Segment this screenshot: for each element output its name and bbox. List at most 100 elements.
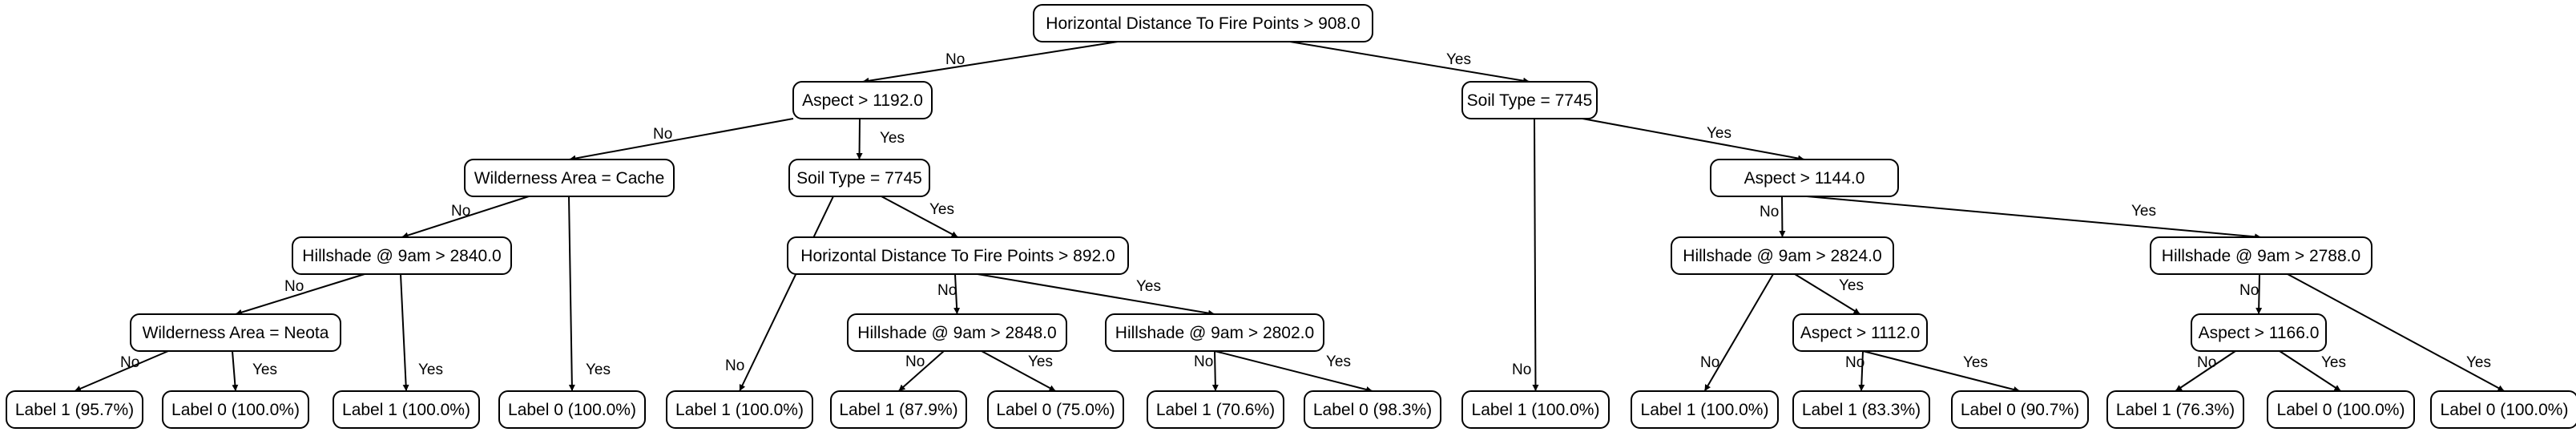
node-label: Aspect > 1112.0	[1800, 324, 1920, 342]
node-box	[1792, 313, 1928, 352]
node-label: Label 0 (100.0%)	[2277, 401, 2405, 419]
edge-label-yes: Yes	[2321, 354, 2346, 371]
node-label: Wilderness Area = Neota	[143, 324, 329, 342]
leaf-node-l10: Label 1 (100.0%)	[1461, 390, 1610, 429]
node-label: Hillshade @ 9am > 2840.0	[302, 247, 501, 265]
node-box	[666, 390, 813, 429]
edge-n7-n11	[953, 273, 961, 315]
node-label: Label 1 (95.7%)	[15, 401, 134, 419]
decision-node-n8: Hillshade @ 9am > 2824.0	[1671, 236, 1894, 275]
node-box	[987, 390, 1124, 429]
leaf-node-l9: Label 0 (98.3%)	[1304, 390, 1441, 429]
decision-node-n11: Hillshade @ 9am > 2848.0	[847, 313, 1067, 352]
node-label: Label 0 (100.0%)	[2441, 401, 2569, 419]
node-label: Label 0 (75.0%)	[996, 401, 1115, 419]
node-box	[830, 390, 967, 429]
edge-label-no: No	[905, 353, 925, 370]
edge-n11-l6	[897, 350, 945, 392]
edge-label-no: No	[1845, 354, 1864, 371]
edge-label-yes: Yes	[418, 361, 443, 378]
leaf-node-l7: Label 0 (75.0%)	[987, 390, 1124, 429]
edge-n7-n12	[977, 273, 1215, 317]
node-box	[1461, 390, 1610, 429]
leaf-node-l16: Label 0 (100.0%)	[2430, 390, 2576, 429]
node-box	[1461, 81, 1598, 119]
edge-label-no: No	[653, 126, 672, 143]
node-box	[1710, 159, 1899, 197]
edge-label-yes: Yes	[2131, 203, 2156, 220]
edge-n13-l13	[1862, 350, 2021, 393]
node-box	[2150, 236, 2372, 275]
node-label: Label 0 (98.3%)	[1313, 401, 1432, 419]
node-box	[2267, 390, 2415, 429]
edge-n13-l12	[1858, 350, 1865, 392]
edge-label-yes: Yes	[586, 361, 611, 378]
leaf-node-l2: Label 0 (100.0%)	[162, 390, 309, 429]
decision-node-n12: Hillshade @ 9am > 2802.0	[1105, 313, 1324, 352]
node-label: Label 1 (83.3%)	[1802, 401, 1921, 419]
node-label: Label 0 (100.0%)	[508, 401, 636, 419]
decision-node-n2: Soil Type = 7745	[1461, 81, 1598, 119]
node-label: Label 0 (90.7%)	[1961, 401, 2079, 419]
leaf-node-l14: Label 1 (76.3%)	[2106, 390, 2244, 429]
edges-layer: No Yes No Yes No Yes No Yes No Yes Yes No No Yes No Yes…	[74, 41, 2505, 393]
node-box	[162, 390, 309, 429]
edge-label-no: No	[1194, 353, 1213, 370]
leaf-node-l15: Label 0 (100.0%)	[2267, 390, 2415, 429]
edge-n0-n2	[1289, 41, 1530, 84]
edge-n5-n8	[1779, 196, 1786, 238]
node-label: Hillshade @ 9am > 2848.0	[857, 324, 1056, 342]
leaf-node-l6: Label 1 (87.9%)	[830, 390, 967, 429]
edge-label-yes: Yes	[1028, 353, 1053, 370]
node-box	[1792, 390, 1930, 429]
decision-node-n7: Horizontal Distance To Fire Points > 892…	[787, 236, 1129, 275]
edge-label-yes: Yes	[1839, 277, 1864, 294]
edge-n6-l3	[400, 273, 409, 392]
edge-label-yes: Yes	[1446, 51, 1471, 68]
edge-n9-l16	[2287, 273, 2505, 392]
node-box	[1105, 313, 1324, 352]
edge-label-yes: Yes	[252, 361, 277, 378]
node-label: Label 1 (100.0%)	[342, 401, 470, 419]
node-box	[788, 159, 930, 197]
edge-label-no: No	[2197, 354, 2216, 371]
node-label: Label 1 (76.3%)	[2116, 401, 2235, 419]
edge-label-no: No	[1760, 204, 1779, 220]
edge-n3-l4	[568, 196, 575, 392]
node-box	[1147, 390, 1284, 429]
edge-n12-l9	[1214, 350, 1373, 393]
node-box	[6, 390, 143, 429]
edge-label-yes: Yes	[880, 130, 905, 147]
decision-node-n9: Hillshade @ 9am > 2788.0	[2150, 236, 2372, 275]
node-label: Horizontal Distance To Fire Points > 908…	[1046, 14, 1360, 33]
node-box	[1033, 4, 1373, 42]
edge-label-yes: Yes	[2466, 354, 2491, 371]
edge-n9-n14	[2256, 273, 2263, 315]
decision-node-n0: Horizontal Distance To Fire Points > 908…	[1033, 4, 1373, 42]
node-box	[847, 313, 1067, 352]
edge-n4-l5	[739, 196, 834, 392]
edge-n5-n9	[1806, 196, 2262, 240]
node-box	[333, 390, 480, 429]
node-box	[1671, 236, 1894, 275]
decision-node-n5: Aspect > 1144.0	[1710, 159, 1899, 197]
decision-node-n1: Aspect > 1192.0	[792, 81, 933, 119]
edge-n10-l2	[232, 350, 239, 392]
node-box	[2430, 390, 2576, 429]
edge-label-no: No	[2239, 282, 2259, 299]
leaf-node-l5: Label 1 (100.0%)	[666, 390, 813, 429]
edge-n14-l15	[2279, 350, 2342, 392]
edge-n0-n1	[862, 41, 1119, 84]
node-label: Label 1 (100.0%)	[675, 401, 804, 419]
edge-label-no: No	[937, 282, 957, 299]
edge-n2-l10	[1532, 118, 1539, 392]
decision-node-n10: Wilderness Area = Neota	[130, 313, 341, 352]
node-label: Soil Type = 7745	[1467, 91, 1593, 110]
edge-label-no: No	[945, 51, 965, 68]
node-label: Hillshade @ 9am > 2802.0	[1115, 324, 1314, 342]
edge-n10-l1	[74, 350, 169, 392]
decision-node-n4: Soil Type = 7745	[788, 159, 930, 197]
leaf-node-l3: Label 1 (100.0%)	[333, 390, 480, 429]
node-label: Hillshade @ 9am > 2788.0	[2162, 247, 2360, 265]
